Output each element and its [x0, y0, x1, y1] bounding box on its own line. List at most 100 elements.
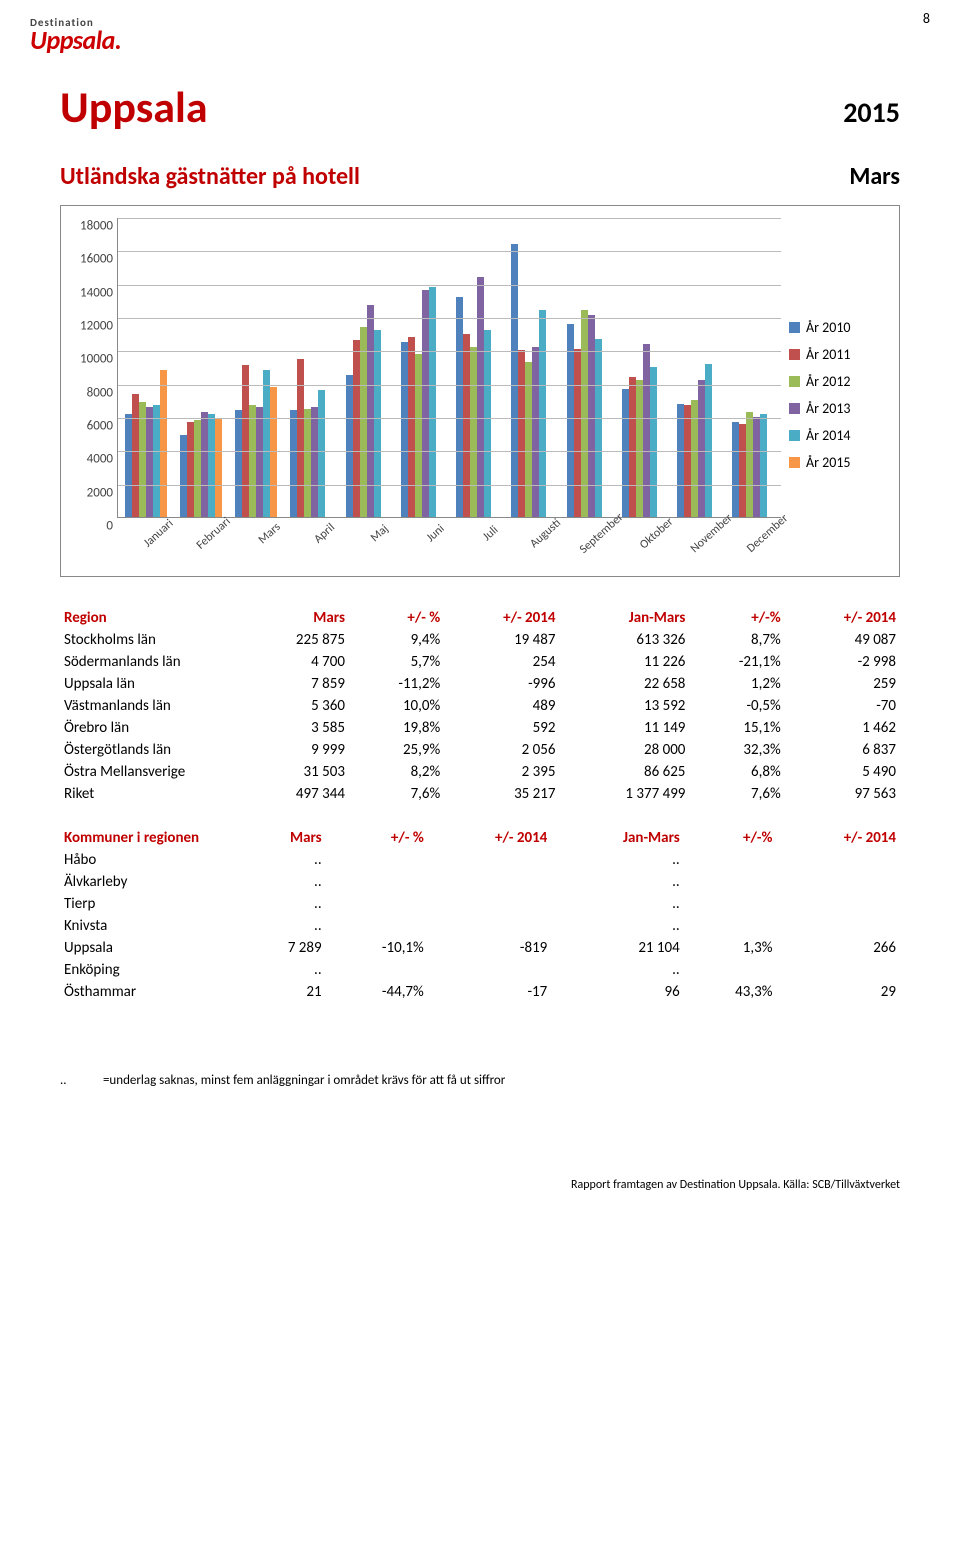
bar	[429, 287, 436, 517]
subtitle: Utländska gästnätter på hotell	[60, 162, 360, 191]
bar	[353, 340, 360, 517]
table-cell: 7 289	[240, 937, 326, 959]
legend-swatch	[789, 349, 800, 360]
bar	[346, 375, 353, 517]
gridline	[118, 418, 781, 419]
table-cell: 11 226	[559, 651, 689, 673]
bar	[588, 315, 595, 517]
legend-item: År 2011	[789, 346, 891, 363]
gridline	[118, 285, 781, 286]
table-cell	[428, 893, 552, 915]
table-cell: 11 149	[559, 717, 689, 739]
bar	[242, 365, 249, 517]
bar	[677, 404, 684, 517]
table-cell: -996	[444, 673, 559, 695]
table-cell: Knivsta	[60, 915, 240, 937]
bar	[125, 414, 132, 517]
legend-label: År 2015	[806, 454, 851, 471]
bar	[518, 350, 525, 517]
table-cell: 10,0%	[349, 695, 444, 717]
table-cell: 613 326	[559, 629, 689, 651]
month-group	[401, 287, 443, 517]
table-cell: 7,6%	[689, 783, 784, 805]
table-cell	[428, 959, 552, 981]
legend-label: År 2010	[806, 319, 851, 336]
legend-swatch	[789, 430, 800, 441]
bar	[408, 337, 415, 517]
gridline	[118, 485, 781, 486]
source-line: Rapport framtagen av Destination Uppsala…	[60, 1178, 900, 1192]
table-cell: 19,8%	[349, 717, 444, 739]
y-tick-label: 0	[106, 519, 113, 534]
table-cell: 225 875	[240, 629, 349, 651]
table-cell: ..	[551, 849, 683, 871]
table-cell	[684, 959, 777, 981]
table-cell: 5 490	[785, 761, 900, 783]
table-cell: 1,2%	[689, 673, 784, 695]
table-cell	[684, 915, 777, 937]
table-cell: ..	[240, 893, 326, 915]
table-cell: 86 625	[559, 761, 689, 783]
bar	[153, 405, 160, 517]
table-cell: 29	[776, 981, 900, 1003]
table-cell: 9 999	[240, 739, 349, 761]
bar	[643, 344, 650, 517]
bar	[477, 277, 484, 517]
y-tick-label: 16000	[80, 252, 113, 267]
table-cell: 1 462	[785, 717, 900, 739]
bar	[470, 347, 477, 517]
table-cell: 489	[444, 695, 559, 717]
legend-item: År 2010	[789, 319, 891, 336]
table-cell: 35 217	[444, 783, 559, 805]
bar	[249, 405, 256, 517]
table-cell: Östhammar	[60, 981, 240, 1003]
gridline	[118, 251, 781, 252]
logo-main: Uppsala	[30, 24, 115, 56]
bar	[256, 407, 263, 517]
y-tick-label: 2000	[87, 485, 113, 500]
month-group	[622, 344, 664, 517]
page-title: Uppsala	[60, 80, 208, 134]
table-cell	[684, 893, 777, 915]
table-cell: Södermanlands län	[60, 651, 240, 673]
y-tick-label: 4000	[87, 452, 113, 467]
bar	[595, 339, 602, 517]
table-cell: -70	[785, 695, 900, 717]
bar	[739, 424, 746, 517]
table-cell: 497 344	[240, 783, 349, 805]
bar	[484, 330, 491, 517]
legend-swatch	[789, 376, 800, 387]
table-cell	[326, 893, 428, 915]
table-cell: 1,3%	[684, 937, 777, 959]
gridline	[118, 318, 781, 319]
table-cell: 592	[444, 717, 559, 739]
table-cell: Uppsala län	[60, 673, 240, 695]
table-cell: Örebro län	[60, 717, 240, 739]
legend-label: År 2012	[806, 373, 851, 390]
table-header: Jan-Mars	[551, 827, 683, 849]
table-cell: -2 998	[785, 651, 900, 673]
table-cell: 1 377 499	[559, 783, 689, 805]
table-cell: 19 487	[444, 629, 559, 651]
table-row: Knivsta....	[60, 915, 900, 937]
table-cell	[428, 849, 552, 871]
table-header: +/- 2014	[776, 827, 900, 849]
table-cell: 2 395	[444, 761, 559, 783]
table-row: Riket497 3447,6%35 2171 377 4997,6%97 56…	[60, 783, 900, 805]
bar	[574, 349, 581, 517]
bar	[539, 310, 546, 517]
table-cell: ..	[240, 915, 326, 937]
table-row: Örebro län3 58519,8%59211 14915,1%1 462	[60, 717, 900, 739]
table-row: Tierp....	[60, 893, 900, 915]
y-tick-label: 8000	[87, 385, 113, 400]
table-cell: -44,7%	[326, 981, 428, 1003]
table-row: Älvkarleby....	[60, 871, 900, 893]
table-row: Enköping....	[60, 959, 900, 981]
table-cell	[684, 849, 777, 871]
table-cell: 21 104	[551, 937, 683, 959]
table-cell: -10,1%	[326, 937, 428, 959]
table-row: Stockholms län225 8759,4%19 487613 3268,…	[60, 629, 900, 651]
page-year: 2015	[843, 95, 900, 130]
table-cell: 8,7%	[689, 629, 784, 651]
legend-swatch	[789, 403, 800, 414]
